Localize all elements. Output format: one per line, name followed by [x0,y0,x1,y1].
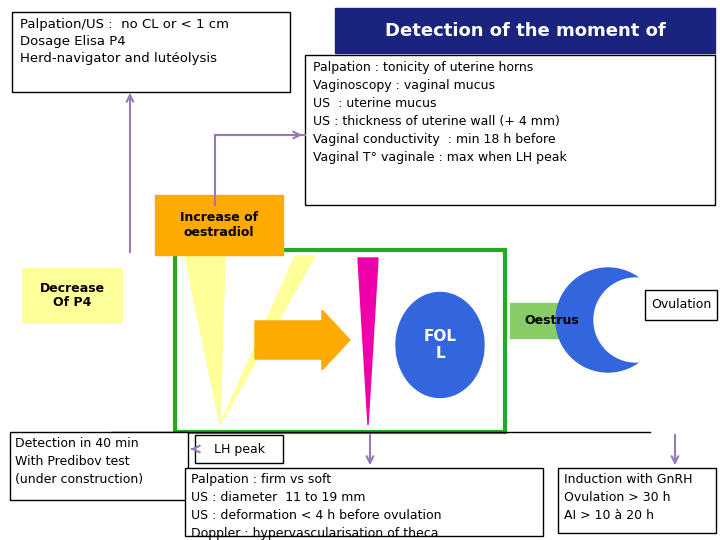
Ellipse shape [396,293,484,397]
Text: Palpation : tonicity of uterine horns
Vaginoscopy : vaginal mucus
US  : uterine : Palpation : tonicity of uterine horns Va… [313,61,567,164]
Bar [305,55,715,205]
Bar [175,250,505,432]
Text: Palpation/US :  no CL or < 1 cm
Dosage Elisa P4
Herd-navigator and lutéolysis: Palpation/US : no CL or < 1 cm Dosage El… [20,18,229,65]
Text: Oestrus: Oestrus [524,314,579,327]
Bar [155,195,283,255]
Bar [510,303,593,338]
Bar [335,8,715,53]
Text: Ovulation: Ovulation [651,299,711,312]
Text: Decrease
Of P4: Decrease Of P4 [40,281,104,309]
Bar [185,468,543,536]
Polygon shape [185,256,225,425]
Bar [558,468,716,533]
Bar [645,290,717,320]
Circle shape [594,278,678,362]
Text: LH peak: LH peak [214,442,264,456]
Bar [22,268,122,323]
Text: FOL
L: FOL L [423,329,456,361]
Circle shape [556,268,660,372]
Polygon shape [220,256,315,425]
FancyArrow shape [255,310,350,370]
Text: Palpation : firm vs soft
US : diameter  11 to 19 mm
US : deformation < 4 h befor: Palpation : firm vs soft US : diameter 1… [191,473,441,540]
Bar [12,12,290,92]
Polygon shape [358,258,378,425]
Text: Increase of
oestradiol: Increase of oestradiol [180,211,258,239]
Text: Induction with GnRH
Ovulation > 30 h
AI > 10 à 20 h: Induction with GnRH Ovulation > 30 h AI … [564,473,693,522]
Text: Detection in 40 min
With Predibov test
(under construction): Detection in 40 min With Predibov test (… [15,437,143,486]
Bar [195,435,283,463]
Text: Detection of the moment of: Detection of the moment of [384,22,665,39]
Bar [10,432,188,500]
